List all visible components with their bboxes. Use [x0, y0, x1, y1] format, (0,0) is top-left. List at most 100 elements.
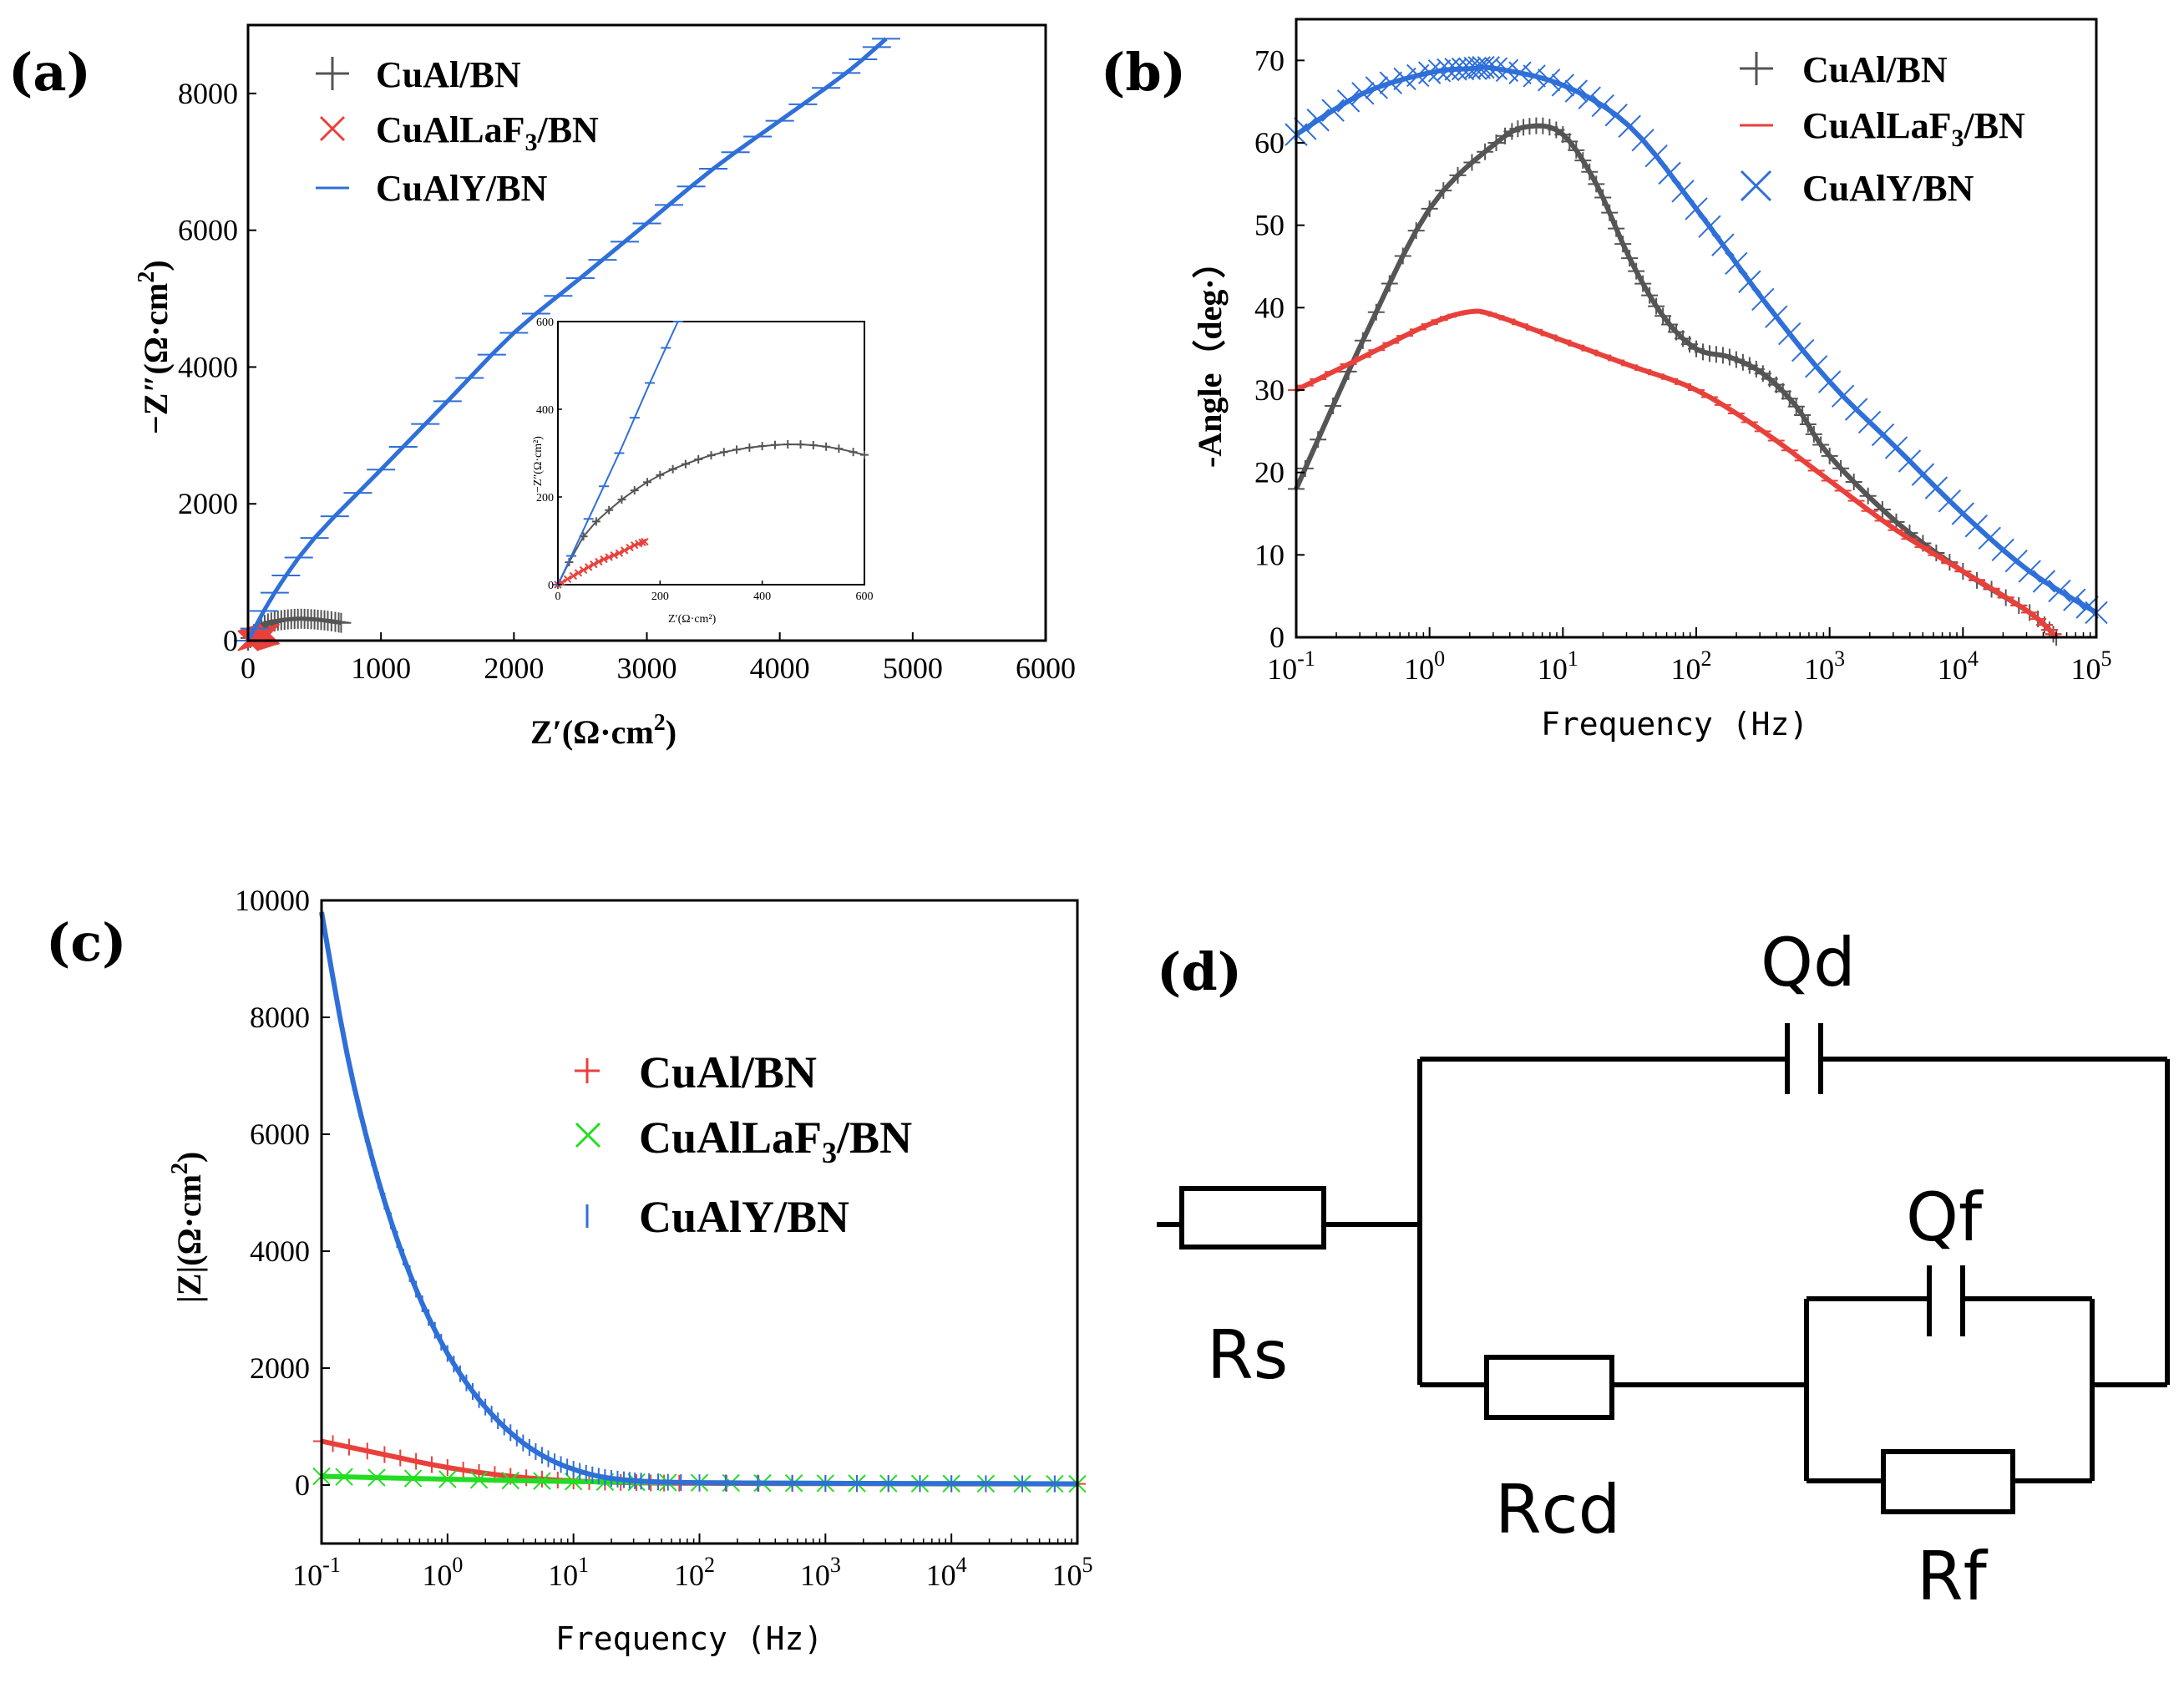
- inset-cual-marker: [834, 444, 844, 454]
- series-c-0-marker: [358, 1442, 376, 1460]
- panel-a: (a) 0 1000 2000 3000 4000 5000 600002000400060…: [8, 23, 1076, 751]
- series-b-2-marker: [1467, 56, 1491, 79]
- series-b-2-marker: [1685, 197, 1708, 221]
- inset-cual-marker: [707, 451, 716, 460]
- series-b-0-marker: [1873, 501, 1891, 519]
- inset-cual-marker: [719, 448, 728, 457]
- inset-cualla-marker: [569, 571, 578, 580]
- series-c-0-marker: [376, 1446, 393, 1463]
- series-b-2-marker: [1751, 287, 1775, 312]
- series-c-0-marker: [423, 1456, 440, 1473]
- legend-a-text-cualla: CuAlLaF3/BN: [376, 109, 599, 156]
- x-tick-label: 6000: [1016, 651, 1076, 685]
- series-b-0-marker: [1296, 459, 1314, 477]
- series-b-0-marker: [1727, 351, 1745, 368]
- x-tick-label: 4000: [750, 651, 810, 685]
- series-b-0-marker: [1421, 200, 1438, 217]
- y-tick-label: 50: [1254, 209, 1285, 242]
- inset-x-tick-label: 400: [753, 591, 771, 603]
- inset-cualla-marker: [610, 551, 618, 560]
- series-c-2-markers: [321, 904, 1078, 1493]
- legend-a-text-cual: CuAl/BN: [376, 54, 521, 95]
- inset-cual-marker: [783, 440, 793, 449]
- series-b-0-marker: [1681, 336, 1699, 353]
- panel-a-legend: CuAl/BN CuAlLaF3/BN CuAlY/BN: [316, 54, 599, 209]
- series-b-2-marker: [1671, 180, 1695, 203]
- series-b-2-marker: [1591, 94, 1614, 118]
- series-b-0-marker: [1707, 346, 1725, 363]
- series-b-2-marker: [1978, 526, 2001, 550]
- inset-cualla-markers: [554, 537, 649, 589]
- series-b-0-marker: [1720, 348, 1738, 366]
- series-b-2-marker: [1791, 338, 1815, 362]
- series-b-1-line: [1295, 308, 2059, 640]
- x-tick-label: 100: [1404, 646, 1445, 686]
- series-b-2-marker: [1644, 144, 1668, 168]
- series-b-0-marker: [1449, 166, 1467, 184]
- inset-cual-marker: [808, 441, 818, 450]
- series-c-0-marker: [408, 1452, 425, 1470]
- series-c-1-marker: [367, 1468, 386, 1487]
- y-tick-label: 20: [1254, 456, 1285, 489]
- x-tick-label: 10-1: [292, 1553, 341, 1592]
- x-tick-label: 105: [1052, 1553, 1093, 1592]
- inset-x-tick-label: 600: [856, 591, 874, 603]
- y-tick-label: 0: [295, 1468, 310, 1502]
- panel-a-plot: [234, 37, 900, 651]
- series-b-0-marker: [1661, 316, 1679, 333]
- legend-b-marker-cual: [1740, 52, 1773, 85]
- series-c-0-marker: [518, 1469, 535, 1487]
- inset-cualla-marker: [638, 538, 646, 547]
- inset-cualla-marker: [626, 543, 634, 552]
- series-b-2-marker: [1658, 161, 1681, 185]
- series-b-0-marker: [1805, 425, 1822, 443]
- series-b-0-line: [1294, 123, 2059, 640]
- series-b-0-marker: [1354, 332, 1371, 349]
- series-b-0-marker: [1747, 360, 1765, 378]
- inset-y-tick-label: 400: [536, 404, 554, 417]
- series-b-2-marker: [1294, 117, 1317, 140]
- legend-a-marker-cualla: [319, 115, 346, 142]
- circuit-label-rf: Rf: [1917, 1538, 1989, 1615]
- legend-b-text-cualy: CuAlY/BN: [1802, 168, 1974, 209]
- x-tick-label: 2000: [484, 651, 544, 685]
- series-b-0-marker: [1741, 357, 1758, 374]
- panel-c-plot: [312, 904, 1087, 1493]
- series-b-0-marker: [1787, 398, 1805, 415]
- series-a-2-markers: [234, 38, 900, 641]
- inset-cual-marker: [681, 459, 690, 469]
- series-b-0-marker: [1561, 133, 1578, 150]
- panel-a-xlabel: Z′(Ω·cm2): [530, 710, 676, 751]
- inset-cual-marker: [758, 442, 767, 451]
- series-b-0-marker: [1594, 189, 1612, 206]
- inset-cual-marker: [770, 440, 779, 449]
- series-b-0-marker: [1621, 250, 1639, 267]
- legend-b-text-cualla: CuAlLaF3/BN: [1802, 105, 2025, 152]
- y-tick-label: 0: [223, 624, 238, 657]
- series-b-0-marker: [1654, 307, 1672, 325]
- series-b-0-marker: [1310, 431, 1327, 449]
- panel-d-label: (d): [1157, 941, 1242, 1002]
- series-b-0-marker: [1767, 376, 1785, 393]
- y-tick-label: 6000: [250, 1118, 310, 1151]
- x-tick-label: 3000: [617, 651, 677, 685]
- inset-y-tick-label: 600: [536, 317, 554, 329]
- y-tick-label: 8000: [178, 77, 238, 110]
- series-b-0-marker: [1634, 275, 1652, 292]
- series-b-0-marker: [1781, 390, 1798, 408]
- panel-c-label: (c): [46, 912, 126, 973]
- series-c-1-marker: [533, 1472, 551, 1490]
- y-tick-label: 0: [1269, 621, 1285, 654]
- inset-ticks: 0 200 400 600 0 200 400 600: [536, 317, 874, 603]
- series-b-2-marker: [1711, 233, 1735, 256]
- y-tick-label: 30: [1254, 373, 1285, 407]
- circuit-label-rs: Rs: [1207, 1316, 1288, 1394]
- series-b-0-marker: [1588, 175, 1605, 193]
- y-tick-label: 6000: [178, 214, 238, 247]
- series-b-2-marker: [1564, 79, 1589, 103]
- series-b-0-marker: [1700, 345, 1718, 362]
- inset-cual-marker: [630, 486, 639, 495]
- x-tick-label: 103: [800, 1553, 841, 1592]
- legend-a-marker-cual: [316, 57, 349, 90]
- legend-c-text-cualy: CuAlY/BN: [639, 1192, 849, 1242]
